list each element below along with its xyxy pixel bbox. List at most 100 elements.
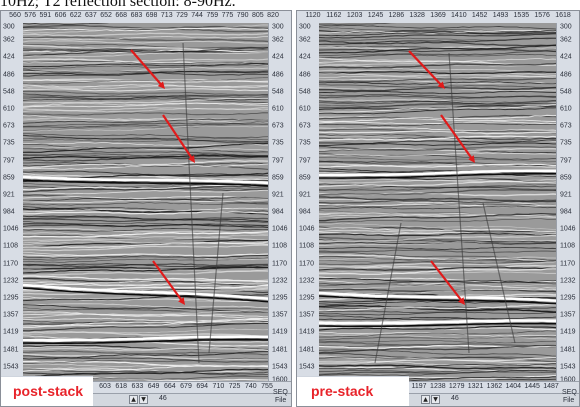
x-tick-label: 618 xyxy=(115,383,128,390)
y-tick-label: 424 xyxy=(299,53,311,61)
x-tick-label: 694 xyxy=(196,383,209,390)
x-tick-label: 683 xyxy=(130,12,143,19)
x-tick-label: 1369 xyxy=(430,12,446,19)
y-tick-label: 673 xyxy=(3,122,15,130)
y-tick-label: 300 xyxy=(272,23,284,31)
unit-label: SEQ xyxy=(273,389,288,396)
y-tick-label: 735 xyxy=(299,139,311,147)
y-tick-label: 984 xyxy=(299,208,311,216)
y-axis-right: 300 362 424 486 548 610 673 735 797 859 921 984 1046… xyxy=(556,23,579,384)
y-tick-label: 859 xyxy=(3,174,15,182)
y-tick-label: 1600 xyxy=(272,376,288,384)
y-tick-label: 1046 xyxy=(299,225,315,233)
x-tick-label: 725 xyxy=(228,383,241,390)
y-tick-label: 921 xyxy=(560,191,572,199)
file-button[interactable]: File xyxy=(563,397,575,404)
x-tick-label: 603 xyxy=(99,383,111,390)
y-axis-left: 300 362 424 486 548 610 673 735 797 859 921 984 1046… xyxy=(1,23,24,384)
y-tick-label: 921 xyxy=(299,191,311,199)
y-tick-label: 1357 xyxy=(3,311,19,319)
y-tick-label: 1170 xyxy=(560,260,576,268)
y-tick-label: 859 xyxy=(299,174,311,182)
y-tick-label: 1232 xyxy=(272,277,288,285)
zoom-value: 46 xyxy=(159,395,167,402)
x-tick-label: 790 xyxy=(236,12,249,19)
nav-up-icon[interactable]: ▲ xyxy=(129,395,138,404)
x-tick-label: 820 xyxy=(267,12,279,19)
y-tick-label: 1046 xyxy=(3,225,19,233)
y-axis-right: 300 362 424 486 548 610 673 735 797 859 921 984 1046… xyxy=(268,23,291,384)
y-tick-label: 424 xyxy=(272,53,284,61)
x-tick-label: 1445 xyxy=(524,383,540,390)
y-tick-label: 984 xyxy=(560,208,572,216)
y-tick-label: 1046 xyxy=(272,225,288,233)
y-tick-label: 1419 xyxy=(3,328,19,336)
panel-label-text: pre-stack xyxy=(311,383,374,399)
y-tick-label: 1600 xyxy=(560,376,576,384)
y-tick-label: 1108 xyxy=(560,242,576,250)
x-tick-label: 729 xyxy=(176,12,188,19)
y-tick-label: 673 xyxy=(272,122,284,130)
reflection-lines xyxy=(23,23,271,384)
y-tick-label: 486 xyxy=(299,71,311,79)
x-tick-label: 710 xyxy=(212,383,225,390)
nav-down-icon[interactable]: ▼ xyxy=(139,395,148,404)
x-tick-label: 668 xyxy=(115,12,128,19)
y-tick-label: 1295 xyxy=(272,294,288,302)
y-tick-label: 797 xyxy=(560,157,572,165)
x-tick-label: 1286 xyxy=(388,12,405,19)
y-tick-label: 1046 xyxy=(560,225,576,233)
nav-up-icon[interactable]: ▲ xyxy=(421,395,430,404)
y-tick-label: 362 xyxy=(3,36,15,44)
seismic-image xyxy=(23,23,271,384)
y-tick-label: 610 xyxy=(3,105,15,113)
y-tick-label: 300 xyxy=(3,23,15,31)
nav-down-icon[interactable]: ▼ xyxy=(431,395,440,404)
seismic-section xyxy=(23,23,271,384)
x-tick-label: 1162 xyxy=(326,12,342,19)
x-tick-label: 1120 xyxy=(305,12,321,19)
y-tick-label: 1357 xyxy=(272,311,288,319)
x-tick-label: 1404 xyxy=(505,383,522,390)
y-tick-label: 610 xyxy=(560,105,572,113)
y-tick-label: 610 xyxy=(299,105,311,113)
y-tick-label: 1357 xyxy=(299,311,315,319)
x-tick-label: 637 xyxy=(85,12,97,19)
y-tick-label: 735 xyxy=(560,139,572,147)
x-tick-label: 633 xyxy=(131,383,144,390)
x-tick-label: 1203 xyxy=(346,12,363,19)
y-tick-label: 1419 xyxy=(560,328,576,336)
x-tick-label: 1197 xyxy=(411,383,427,390)
y-tick-label: 424 xyxy=(560,53,572,61)
y-tick-label: 548 xyxy=(272,88,284,96)
post-stack-panel: 560 576 591 606 622 637 652 668 683 698 713 729 744 7… xyxy=(0,10,292,407)
y-tick-label: 424 xyxy=(3,53,15,61)
y-tick-label: 1295 xyxy=(299,294,315,302)
x-tick-label: 591 xyxy=(39,12,52,19)
y-tick-label: 1543 xyxy=(272,363,288,371)
y-tick-label: 1295 xyxy=(560,294,576,302)
y-tick-label: 1108 xyxy=(299,242,315,250)
y-tick-label: 300 xyxy=(299,23,311,31)
y-tick-label: 984 xyxy=(3,208,15,216)
x-tick-label: 1410 xyxy=(451,12,467,19)
x-tick-label: 1576 xyxy=(534,12,550,19)
y-tick-label: 1295 xyxy=(3,294,19,302)
x-tick-label: 1279 xyxy=(448,383,465,390)
y-tick-label: 486 xyxy=(3,71,15,79)
x-tick-label: 698 xyxy=(145,12,158,19)
unit-label: SEQ xyxy=(562,389,577,396)
x-tick-label: 1493 xyxy=(492,12,509,19)
zoom-value: 46 xyxy=(451,395,459,402)
y-tick-label: 735 xyxy=(3,139,15,147)
file-button[interactable]: File xyxy=(275,397,287,404)
x-tick-label: 1535 xyxy=(513,12,530,19)
y-tick-label: 362 xyxy=(560,36,572,44)
y-tick-label: 921 xyxy=(272,191,284,199)
pre-stack-panel: 1120 1162 1203 1245 1286 1328 1369 1410 1452 1493… xyxy=(296,10,580,407)
x-tick-label: 652 xyxy=(100,12,112,19)
x-tick-label: 1487 xyxy=(543,383,559,390)
seismic-image xyxy=(319,23,559,384)
y-tick-label: 984 xyxy=(272,208,284,216)
x-tick-label: 1452 xyxy=(471,12,488,19)
